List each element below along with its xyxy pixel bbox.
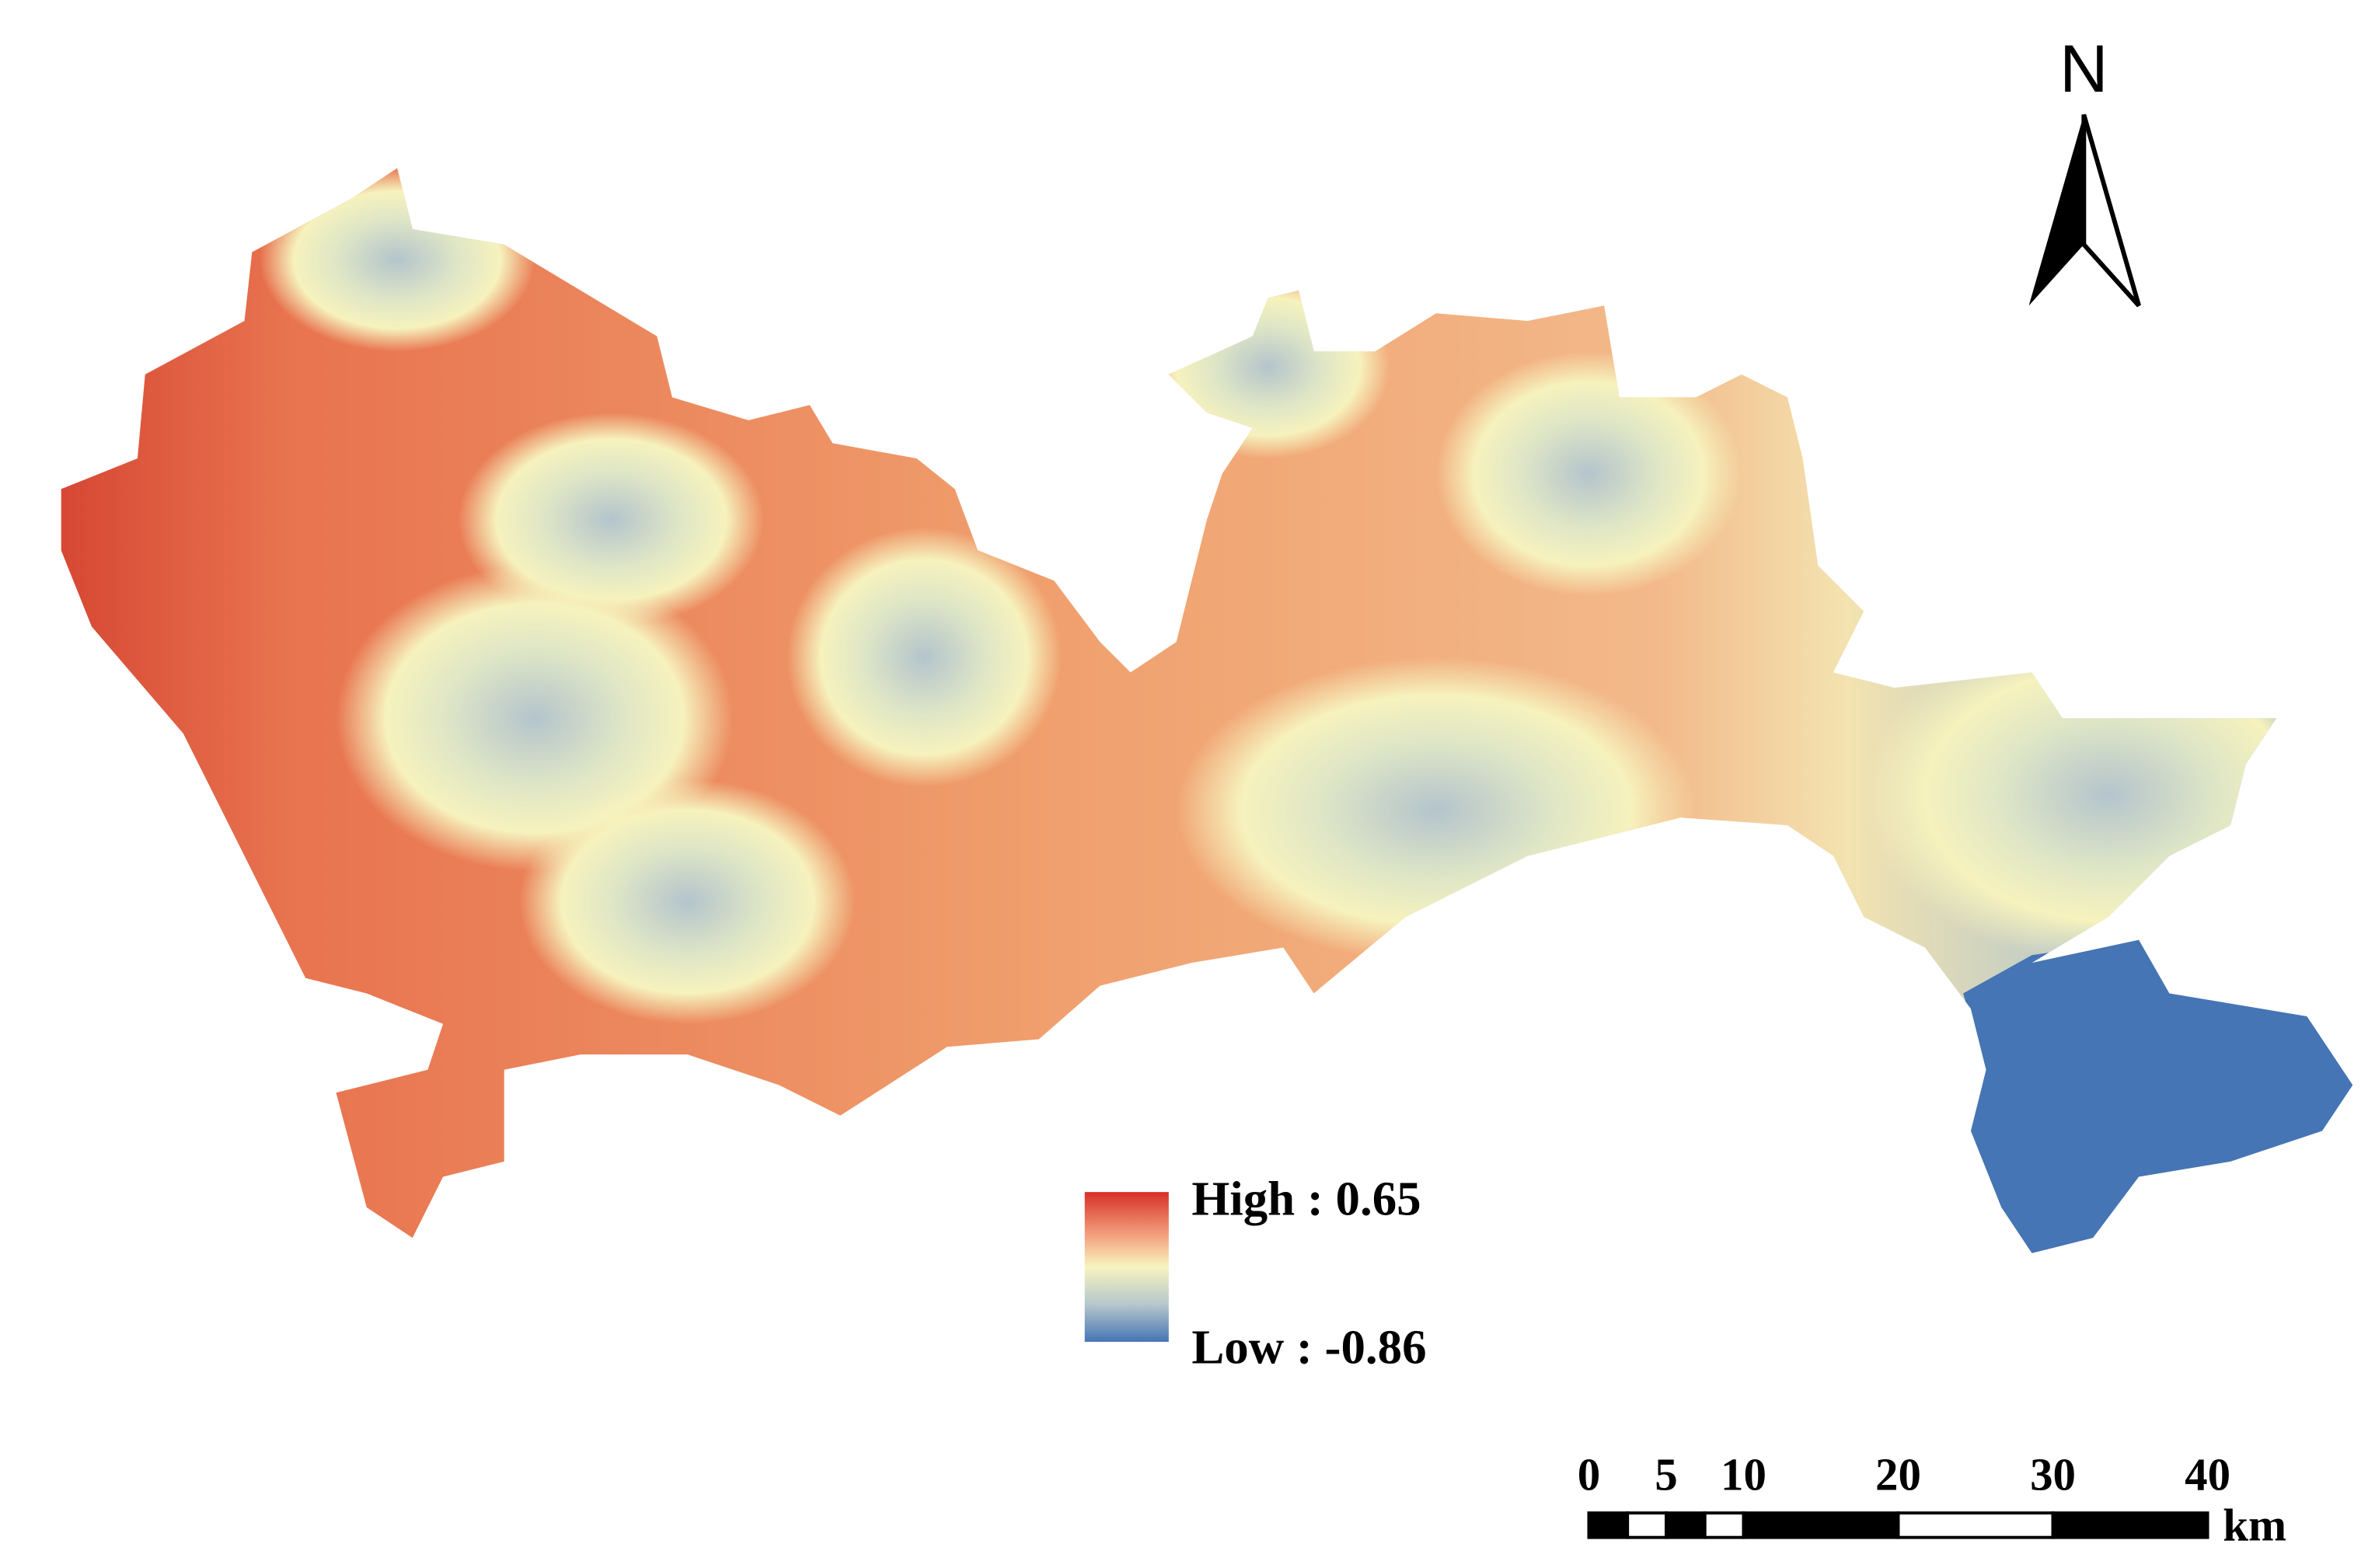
legend-high: High : 0.65 (1191, 1172, 1421, 1226)
scale-tick-label: 10 (1721, 1449, 1766, 1500)
scale-unit: km (2223, 1500, 2286, 1551)
scale-tick-label: 30 (2030, 1449, 2076, 1500)
legend-low: Low : -0.86 (1191, 1319, 1426, 1374)
scale-tick-label: 20 (1875, 1449, 1921, 1500)
scale-tick-label: 40 (2185, 1449, 2230, 1500)
scale-segment (1587, 1511, 1630, 1539)
scale-segment (2051, 1511, 2209, 1539)
scale-segment (1742, 1511, 1900, 1539)
north-arrow: N (2028, 32, 2141, 308)
scale-segment (1703, 1511, 1745, 1539)
scale-segment (1626, 1511, 1668, 1539)
legend: High : 0.65 Low : -0.86 (1084, 1172, 1427, 1374)
scale-segment (1896, 1511, 2055, 1539)
scale-tick-label: 0 (1578, 1449, 1600, 1500)
scale-tick-label: 5 (1655, 1449, 1677, 1500)
scale-segment (1664, 1511, 1707, 1539)
legend-ramp (1084, 1192, 1169, 1342)
north-label: N (2059, 32, 2108, 106)
